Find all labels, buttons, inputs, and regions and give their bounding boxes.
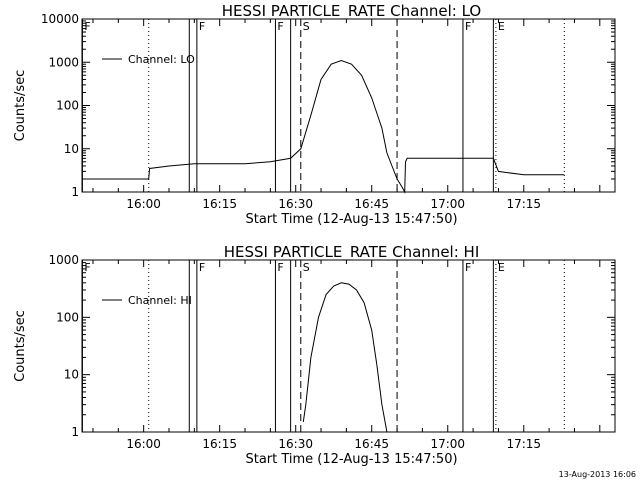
x-tick-label: 16:30 xyxy=(278,197,313,211)
x-tick-label: 17:15 xyxy=(506,437,541,451)
event-marker-label: F xyxy=(199,261,205,274)
event-marker-label: F xyxy=(199,20,205,33)
y-tick-label: 100 xyxy=(56,99,79,113)
series-line-0 xyxy=(82,59,565,194)
legend-label: Channel: HI xyxy=(128,294,192,307)
y-tick-label: 1 xyxy=(71,425,79,439)
x-axis-label: Start Time (12-Aug-13 15:47:50) xyxy=(245,212,457,227)
x-tick-label: 16:30 xyxy=(278,437,313,451)
legend-label: Channel: LO xyxy=(128,53,195,66)
y-axis-label: Counts/sec xyxy=(13,310,28,382)
event-marker-label: E xyxy=(498,20,505,33)
y-tick-label: 1000 xyxy=(48,55,79,69)
event-marker-label: F xyxy=(84,261,90,274)
y-tick-label: 1 xyxy=(71,185,79,199)
y-tick-label: 10 xyxy=(64,368,79,382)
event-marker-label: S xyxy=(303,261,310,274)
x-tick-label: 17:00 xyxy=(430,197,465,211)
x-axis-label: Start Time (12-Aug-13 15:47:50) xyxy=(245,452,457,467)
x-tick-label: 16:15 xyxy=(202,437,237,451)
event-marker-label: F xyxy=(465,20,471,33)
event-marker-label: F xyxy=(465,261,471,274)
series-line-0 xyxy=(302,282,388,433)
event-marker-label: F xyxy=(277,261,283,274)
event-marker-label: S xyxy=(303,20,310,33)
chart-title: HESSI PARTICLE_RATE Channel: LO xyxy=(222,2,481,21)
footer-timestamp: 13-Aug-2013 16:06 xyxy=(559,470,636,479)
x-tick-label: 16:00 xyxy=(126,197,161,211)
chart-title: HESSI PARTICLE_RATE Channel: HI xyxy=(224,243,480,262)
x-tick-label: 16:15 xyxy=(202,197,237,211)
event-marker-label: E xyxy=(498,261,505,274)
x-tick-label: 17:15 xyxy=(506,197,541,211)
event-marker-label: F xyxy=(84,20,90,33)
x-tick-label: 16:45 xyxy=(354,197,389,211)
y-axis-label: Counts/sec xyxy=(13,70,28,142)
x-tick-label: 16:00 xyxy=(126,437,161,451)
x-tick-label: 16:45 xyxy=(354,437,389,451)
y-tick-label: 1000 xyxy=(48,253,79,267)
y-tick-label: 10 xyxy=(64,142,79,156)
y-tick-label: 10000 xyxy=(41,12,79,26)
x-tick-label: 17:00 xyxy=(430,437,465,451)
event-marker-label: F xyxy=(277,20,283,33)
y-tick-label: 100 xyxy=(56,310,79,324)
